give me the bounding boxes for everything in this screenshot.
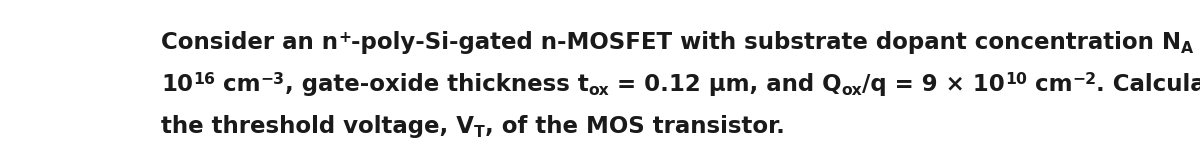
Text: the threshold voltage, V: the threshold voltage, V [161, 115, 474, 138]
Text: −3: −3 [260, 72, 284, 87]
Text: −2: −2 [1073, 72, 1097, 87]
Text: T: T [474, 125, 485, 141]
Text: ox: ox [841, 83, 863, 98]
Text: +: + [338, 30, 352, 45]
Text: , gate-oxide thickness t: , gate-oxide thickness t [284, 73, 588, 96]
Text: cm: cm [1027, 73, 1073, 96]
Text: 10: 10 [1006, 72, 1027, 87]
Text: 16: 16 [193, 72, 215, 87]
Text: A: A [1181, 41, 1194, 56]
Text: ox: ox [588, 83, 610, 98]
Text: 10: 10 [161, 73, 193, 96]
Text: Consider an n: Consider an n [161, 31, 338, 54]
Text: = 0.12 μm, and Q: = 0.12 μm, and Q [610, 73, 841, 96]
Text: /q = 9 × 10: /q = 9 × 10 [863, 73, 1006, 96]
Text: , of the MOS transistor.: , of the MOS transistor. [485, 115, 785, 138]
Text: -poly-Si-gated n-MOSFET with substrate dopant concentration N: -poly-Si-gated n-MOSFET with substrate d… [352, 31, 1181, 54]
Text: cm: cm [215, 73, 260, 96]
Text: =: = [1194, 31, 1200, 54]
Text: . Calculate: . Calculate [1097, 73, 1200, 96]
